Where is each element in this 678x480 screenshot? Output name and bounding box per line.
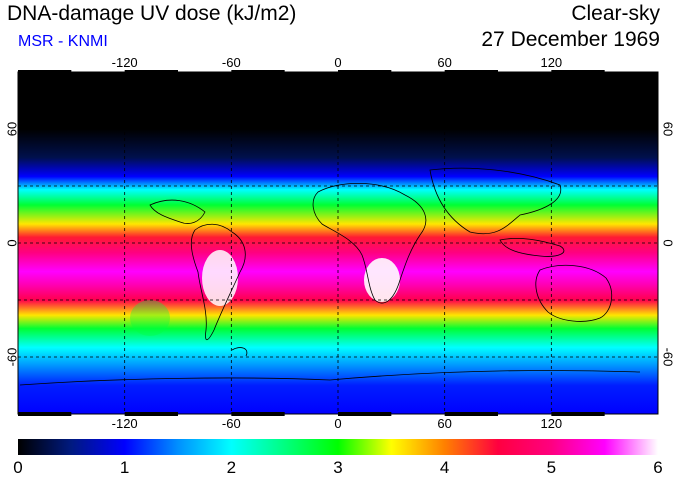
- graticule: [18, 72, 658, 414]
- lat-tick-label: 60: [660, 121, 676, 137]
- frame-ticks: [18, 70, 605, 416]
- lat-tick-label: 60: [4, 121, 20, 137]
- frame-bar: [18, 412, 72, 416]
- lon-tick-label: 120: [540, 55, 563, 70]
- south-america-hotspot: [202, 250, 238, 306]
- australia-coast: [535, 265, 613, 322]
- map-field: [18, 72, 658, 414]
- frame-bar: [124, 70, 178, 74]
- lon-tick-label: -120: [111, 55, 138, 70]
- colorbar: [18, 439, 658, 455]
- sky-condition: Clear-sky: [571, 2, 660, 25]
- colorbar-tick-label: 1: [119, 458, 130, 477]
- frame-bar: [444, 412, 498, 416]
- antarctica-coast: [19, 370, 641, 386]
- frame-bar: [231, 412, 285, 416]
- indonesia-coast: [499, 238, 565, 257]
- southern-africa-hotspot: [364, 258, 400, 302]
- frame-bar: [338, 70, 392, 74]
- central-america-coast: [149, 199, 206, 224]
- lon-tick-label: 0: [334, 55, 342, 70]
- frame-bar: [551, 70, 605, 74]
- coastlines: [19, 167, 641, 386]
- frame-bar: [551, 412, 605, 416]
- antarctic-peninsula: [231, 347, 248, 357]
- colorbar-tick-label: 6: [653, 458, 663, 477]
- lon-tick-label: -120: [111, 416, 138, 431]
- lat-tick-label: -60: [4, 347, 20, 367]
- frame-bar: [338, 412, 392, 416]
- lon-tick-label: 0: [334, 416, 342, 431]
- frame-bar: [18, 70, 72, 74]
- lon-tick-label: 120: [540, 416, 563, 431]
- frame-bar: [444, 70, 498, 74]
- south-america-coast: [190, 223, 246, 341]
- lon-tick-label: -60: [221, 55, 241, 70]
- lat-tick-label: 0: [660, 239, 676, 247]
- lon-tick-label: 60: [437, 55, 452, 70]
- asia-coast: [429, 167, 562, 235]
- lat-tick-label: -60: [660, 347, 676, 367]
- africa-coast: [312, 182, 427, 304]
- map-date: 27 December 1969: [481, 28, 660, 51]
- colorbar-tick-label: 5: [546, 458, 557, 477]
- lon-tick-label: 60: [437, 416, 452, 431]
- colorbar-tick-label: 0: [13, 458, 23, 477]
- source-label: MSR - KNMI: [18, 33, 108, 50]
- frame-bar: [231, 70, 285, 74]
- colorbar-tick-label: 2: [226, 458, 237, 477]
- map-title: DNA-damage UV dose (kJ/m2): [7, 2, 297, 25]
- frame-bar: [124, 412, 178, 416]
- colorbar-tick-label: 4: [439, 458, 450, 477]
- lon-tick-label: -60: [221, 416, 241, 431]
- lat-tick-label: 0: [4, 239, 20, 247]
- pacific-green-patch: [130, 300, 170, 336]
- colorbar-tick-label: 3: [333, 458, 343, 477]
